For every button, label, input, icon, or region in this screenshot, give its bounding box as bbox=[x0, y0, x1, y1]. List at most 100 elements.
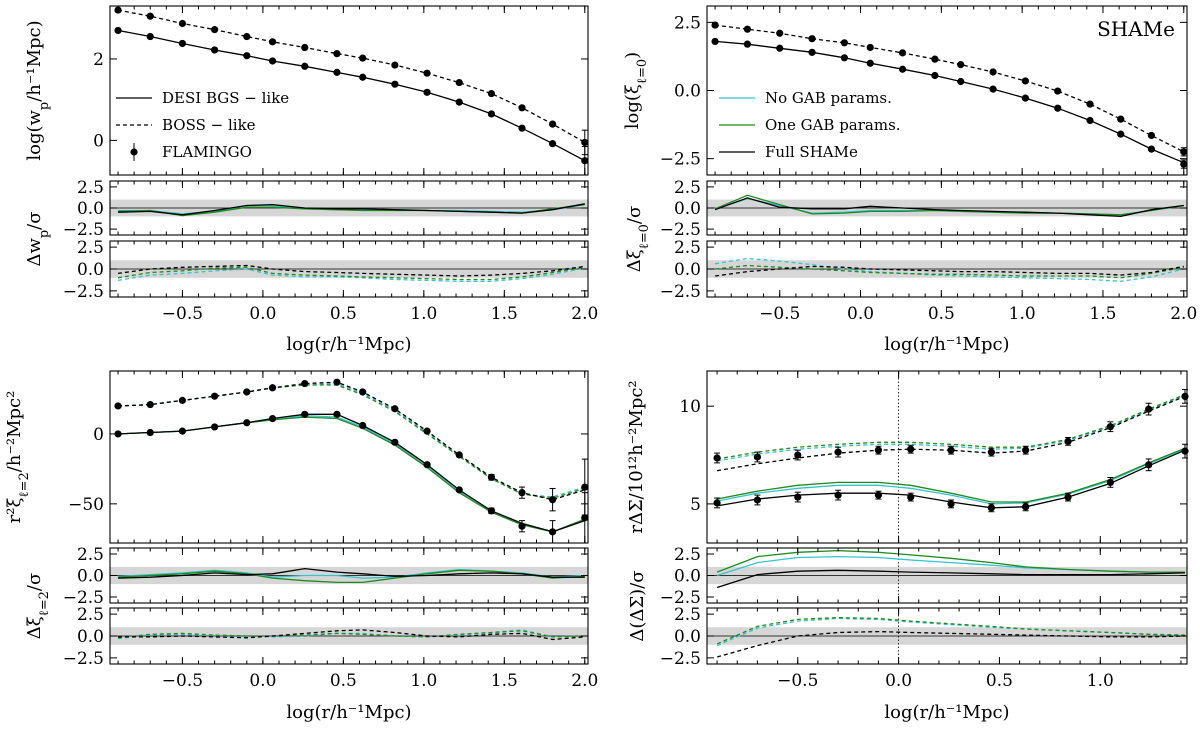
residual-top-plot-area bbox=[110, 199, 588, 217]
main-plot-area bbox=[716, 371, 1186, 543]
legend-label: One GAB params. bbox=[765, 116, 901, 134]
y-tick-label: 2.5 bbox=[77, 178, 104, 198]
x-tick-label: −0.5 bbox=[162, 671, 203, 691]
x-tick-label: 0.0 bbox=[885, 671, 912, 691]
data-point bbox=[1106, 478, 1114, 487]
model-series-black bbox=[117, 29, 586, 162]
main-y-axis-label: r²ξℓ=2/h⁻²Mpc² bbox=[4, 391, 32, 524]
data-point bbox=[333, 50, 341, 58]
model-series-green bbox=[716, 447, 1186, 503]
data-point bbox=[1021, 77, 1029, 85]
data-point bbox=[146, 400, 154, 409]
data-point bbox=[518, 124, 526, 132]
residual-top-plot-area bbox=[110, 566, 588, 585]
data-point bbox=[1086, 100, 1094, 108]
data-point bbox=[834, 491, 842, 499]
data-point bbox=[114, 402, 122, 410]
y-tick-label: −2.5 bbox=[660, 282, 701, 302]
data-point bbox=[487, 507, 496, 515]
data-point bbox=[178, 19, 187, 28]
data-point bbox=[898, 49, 907, 57]
x-axis-label: log(r/h⁻¹Mpc) bbox=[884, 334, 1009, 355]
data-point bbox=[455, 451, 463, 459]
data-point bbox=[753, 496, 762, 504]
data-point bbox=[268, 414, 277, 423]
x-tick-label: 0.5 bbox=[986, 671, 1013, 691]
data-point bbox=[178, 39, 187, 48]
data-point bbox=[776, 44, 784, 52]
data-point bbox=[1022, 503, 1030, 511]
chart-xi2: 0−50r²ξℓ=2/h⁻²Mpc²2.50.0−2.52.50.0−2.5−0… bbox=[4, 370, 598, 723]
residual-bottom-plot-area bbox=[110, 260, 588, 282]
residual-y-axis-label: Δwp/σ bbox=[24, 211, 52, 266]
y-tick-label: 5 bbox=[690, 495, 701, 515]
x-tick-label: 0.5 bbox=[928, 304, 955, 324]
data-point bbox=[834, 448, 842, 456]
data-point bbox=[907, 445, 915, 453]
data-point bbox=[866, 43, 874, 52]
residual-series-cyan bbox=[117, 267, 585, 282]
data-point bbox=[1147, 131, 1156, 140]
data-point bbox=[713, 454, 721, 462]
y-tick-label: 2.5 bbox=[77, 545, 104, 565]
y-tick-label: −2.5 bbox=[63, 649, 104, 669]
x-tick-label: 1.0 bbox=[410, 304, 437, 324]
y-tick-label: 2.5 bbox=[77, 605, 104, 625]
y-tick-label: 2 bbox=[93, 50, 104, 70]
data-point bbox=[947, 500, 955, 508]
residual-series-cyan bbox=[716, 617, 1186, 647]
data-point bbox=[518, 522, 526, 530]
data-point bbox=[333, 410, 341, 418]
model-series-black bbox=[715, 24, 1185, 153]
residual-y-axis-label: Δ(ΔΣ)/σ bbox=[627, 570, 648, 641]
data-point bbox=[581, 157, 589, 165]
x-tick-label: −0.5 bbox=[162, 304, 203, 324]
data-point bbox=[211, 423, 219, 431]
residual-series-green bbox=[117, 266, 585, 281]
data-point bbox=[840, 39, 848, 47]
data-point bbox=[114, 430, 122, 438]
data-point bbox=[548, 120, 557, 128]
y-tick-label: −2.5 bbox=[63, 220, 104, 240]
y-tick-label: −2.5 bbox=[63, 588, 104, 608]
residual-series-black bbox=[117, 567, 585, 579]
y-tick-label: −2.5 bbox=[660, 150, 701, 170]
x-axis-label: log(r/h⁻¹Mpc) bbox=[286, 702, 411, 723]
data-point bbox=[898, 65, 907, 73]
residual-series-black bbox=[715, 265, 1184, 277]
main-y-axis-label: rΔΣ/10¹²h⁻²Mpc² bbox=[626, 380, 647, 533]
data-point bbox=[268, 38, 277, 46]
legend-label: BOSS − like bbox=[162, 116, 256, 134]
residual-y-axis-label: Δξℓ=2/σ bbox=[24, 573, 52, 640]
data-point bbox=[146, 32, 154, 41]
data-point bbox=[391, 405, 399, 413]
residual-series-black bbox=[714, 197, 1184, 218]
residual-bottom-plot-area bbox=[707, 608, 1187, 664]
data-point bbox=[391, 80, 399, 88]
data-point bbox=[548, 528, 557, 536]
data-point bbox=[957, 61, 965, 69]
panel-annotation: SHAMe bbox=[1097, 17, 1175, 41]
y-tick-label: 0.0 bbox=[674, 82, 701, 102]
data-point bbox=[211, 46, 219, 54]
data-point bbox=[114, 26, 122, 35]
data-point bbox=[146, 428, 154, 437]
y-tick-label: 0.0 bbox=[674, 260, 701, 280]
model-series-black bbox=[715, 40, 1185, 164]
legend-label: DESI BGS − like bbox=[162, 89, 289, 107]
data-point bbox=[487, 473, 496, 481]
x-tick-label: 1.0 bbox=[1009, 304, 1036, 324]
x-tick-label: 1.5 bbox=[1089, 304, 1116, 324]
y-tick-label: 2.5 bbox=[77, 238, 104, 258]
residual-series-black bbox=[118, 629, 585, 641]
data-point bbox=[989, 85, 997, 93]
data-point bbox=[1117, 115, 1125, 123]
data-point bbox=[1180, 160, 1188, 168]
data-point bbox=[301, 410, 309, 418]
data-point bbox=[243, 32, 251, 41]
data-point bbox=[243, 388, 251, 396]
main-plot-area bbox=[117, 381, 586, 533]
data-point bbox=[114, 6, 122, 14]
data-point bbox=[146, 12, 154, 20]
